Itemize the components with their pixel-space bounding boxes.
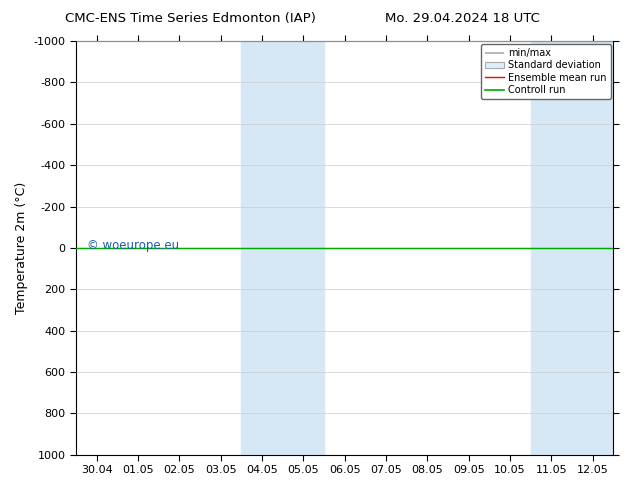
Bar — [242, 41, 324, 455]
Text: Mo. 29.04.2024 18 UTC: Mo. 29.04.2024 18 UTC — [385, 12, 540, 25]
Y-axis label: Temperature 2m (°C): Temperature 2m (°C) — [15, 182, 28, 314]
Text: © woeurope.eu: © woeurope.eu — [87, 239, 179, 252]
Text: CMC-ENS Time Series Edmonton (IAP): CMC-ENS Time Series Edmonton (IAP) — [65, 12, 316, 25]
Legend: min/max, Standard deviation, Ensemble mean run, Controll run: min/max, Standard deviation, Ensemble me… — [481, 44, 611, 99]
Bar — [531, 41, 614, 455]
